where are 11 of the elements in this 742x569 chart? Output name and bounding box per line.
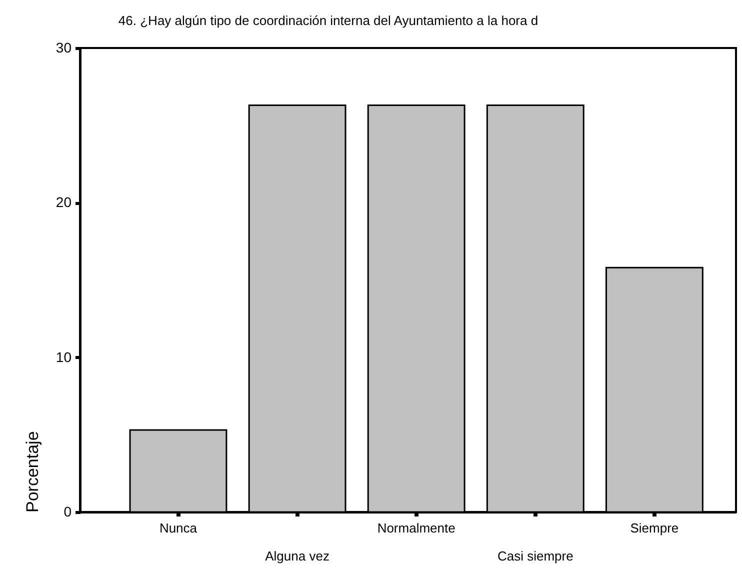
x-tick-label: Casi siempre <box>497 548 574 564</box>
y-tick-label: 20 <box>56 194 72 210</box>
x-tick-label: Siempre <box>630 520 679 536</box>
y-axis-title: Porcentaje <box>22 431 42 512</box>
y-tick-label: 0 <box>64 504 72 520</box>
y-tick-label: 10 <box>56 348 72 365</box>
x-tick-label: Nunca <box>159 520 198 536</box>
chart-title: 46. ¿Hay algún tipo de coordinación interna del Ayuntamiento a la hora d <box>118 13 538 28</box>
y-tick-label: 30 <box>56 40 72 56</box>
x-tick-label: Normalmente <box>377 520 456 536</box>
x-tick-label: Alguna vez <box>265 548 330 564</box>
